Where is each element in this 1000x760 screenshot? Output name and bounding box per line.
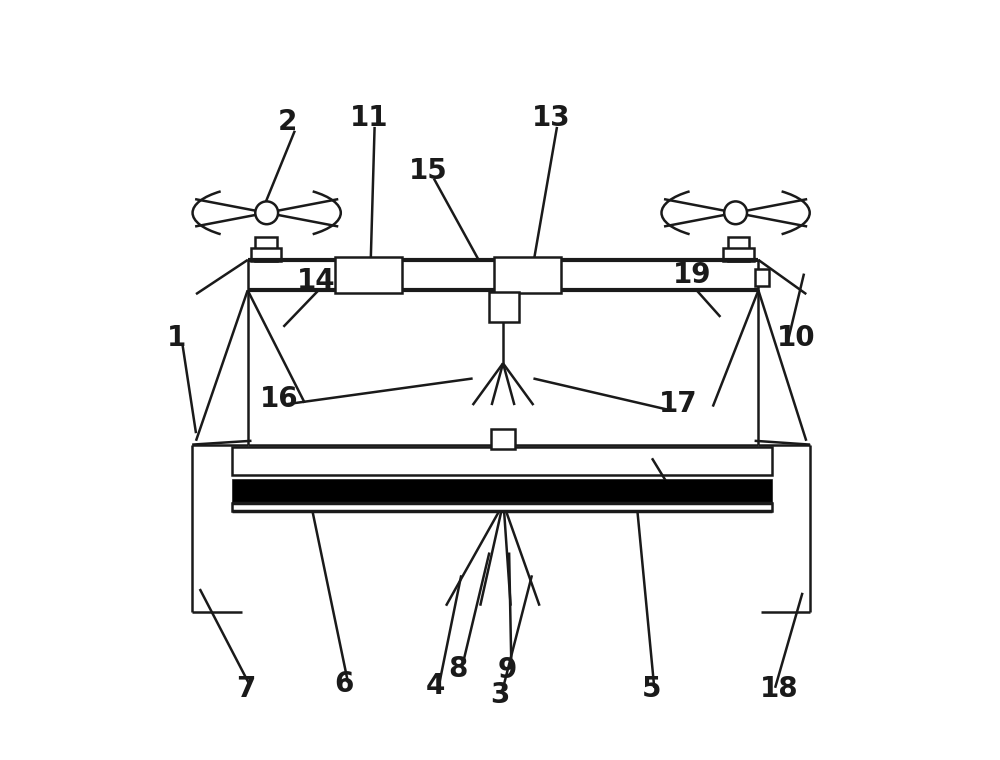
Bar bbox=[491, 429, 515, 449]
Text: 2: 2 bbox=[278, 108, 297, 135]
Text: 5: 5 bbox=[642, 676, 662, 703]
Text: 15: 15 bbox=[408, 157, 447, 185]
Text: 10: 10 bbox=[777, 325, 816, 352]
Bar bbox=[755, 269, 769, 286]
Bar bbox=[248, 260, 758, 290]
Text: 16: 16 bbox=[260, 385, 299, 413]
Bar bbox=[232, 479, 772, 505]
Text: 11: 11 bbox=[350, 104, 389, 131]
Bar bbox=[232, 503, 772, 511]
Text: 14: 14 bbox=[297, 268, 335, 295]
Bar bbox=[232, 447, 772, 475]
Text: 18: 18 bbox=[760, 676, 799, 703]
Bar bbox=[255, 237, 277, 261]
Bar bbox=[494, 257, 561, 293]
Circle shape bbox=[724, 201, 747, 224]
Text: 9: 9 bbox=[498, 657, 517, 684]
Text: 1: 1 bbox=[167, 325, 187, 352]
Text: 8: 8 bbox=[449, 655, 468, 682]
Text: 6: 6 bbox=[335, 670, 354, 698]
Bar bbox=[251, 248, 281, 261]
Text: 4: 4 bbox=[426, 672, 445, 699]
Bar bbox=[723, 248, 754, 261]
Circle shape bbox=[255, 201, 278, 224]
Bar bbox=[489, 292, 519, 322]
Text: 17: 17 bbox=[659, 391, 698, 418]
Text: 3: 3 bbox=[490, 682, 510, 709]
Text: 13: 13 bbox=[532, 104, 571, 131]
Bar bbox=[335, 257, 402, 293]
Text: 19: 19 bbox=[673, 261, 712, 289]
Bar bbox=[728, 237, 749, 261]
Text: 7: 7 bbox=[236, 676, 255, 703]
